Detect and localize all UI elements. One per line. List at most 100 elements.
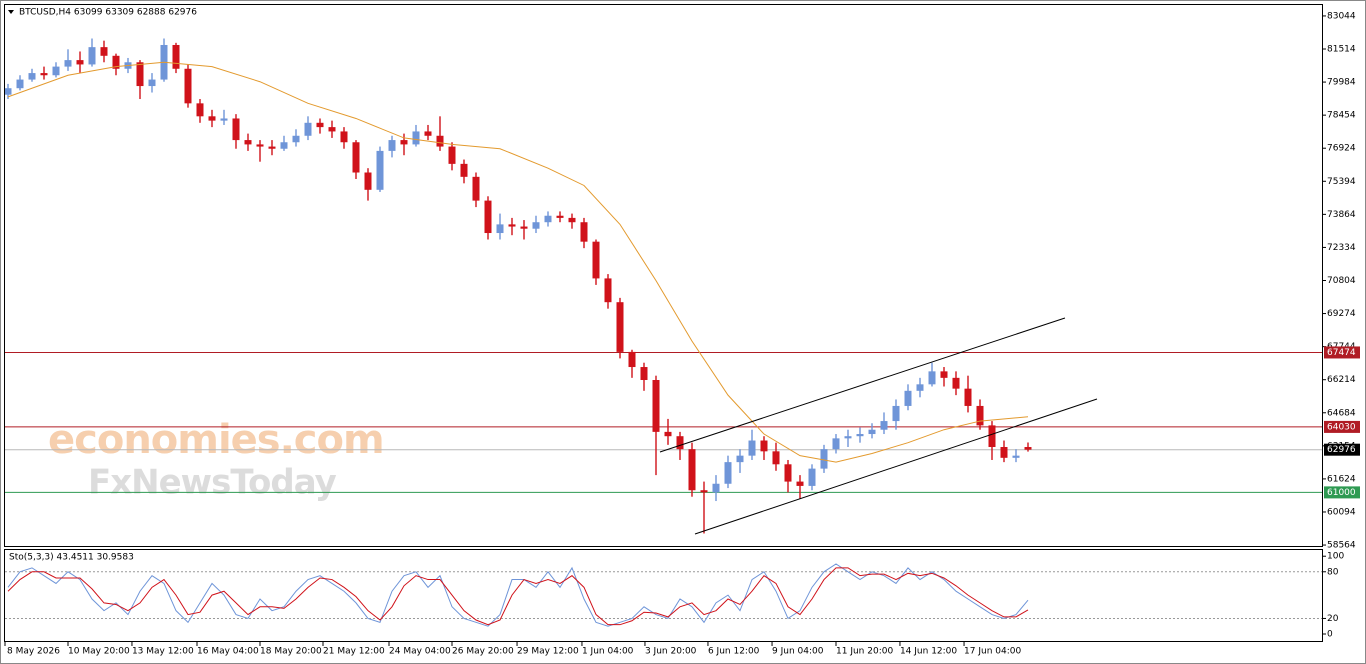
candle-body	[892, 405, 900, 422]
y-tick-label: 58564	[1327, 541, 1356, 551]
candle-body	[928, 371, 936, 385]
candle-body	[844, 436, 852, 439]
candle-body	[736, 455, 744, 463]
axes: 5856460094616246315464684662146774469274…	[4, 11, 1360, 657]
level-label-bg	[1324, 420, 1360, 433]
candle-body	[352, 142, 360, 173]
x-tick-label: 1 Jun 04:00	[582, 647, 634, 657]
candle-body	[760, 440, 768, 452]
candle-body	[328, 127, 336, 132]
candle-body	[388, 140, 396, 151]
y-tick-label: 60094	[1327, 507, 1356, 517]
candle-body	[88, 47, 96, 65]
y-tick-label: 72334	[1327, 243, 1356, 253]
level-label-bg	[1324, 346, 1360, 359]
level-label: 62976	[1327, 445, 1356, 455]
candle-body	[436, 135, 444, 147]
candle-body	[988, 425, 996, 448]
x-tick-label: 16 May 04:00	[197, 647, 259, 657]
x-tick-label: 14 Jun 12:00	[900, 647, 957, 657]
candle-body	[616, 302, 624, 352]
candle-body	[256, 144, 264, 147]
candle-body	[376, 150, 384, 190]
x-tick-label: 26 May 20:00	[452, 647, 514, 657]
candle-body	[904, 390, 912, 406]
y-tick-label: 79984	[1327, 78, 1356, 88]
y-tick-label: 78454	[1327, 111, 1356, 121]
x-tick-label: 9 Jun 04:00	[772, 647, 824, 657]
candle-body	[820, 449, 828, 469]
candle-body	[940, 371, 948, 378]
candle-body	[772, 451, 780, 465]
candle-body	[148, 79, 156, 87]
candle-body	[232, 118, 240, 141]
candle-body	[220, 118, 228, 121]
moving-average	[7, 61, 1029, 463]
y-tick-label: 80	[1327, 567, 1339, 577]
candle-body	[976, 405, 984, 426]
candle-body	[712, 483, 720, 493]
candle-body	[808, 468, 816, 486]
candle-body	[244, 140, 252, 145]
y-tick-label: 69274	[1327, 309, 1356, 319]
y-tick-label: 64684	[1327, 408, 1356, 418]
y-tick-label: 100	[1327, 552, 1344, 562]
candle-body	[136, 62, 144, 87]
candle-body	[460, 163, 468, 177]
candle-body	[952, 377, 960, 389]
candle-body	[724, 462, 732, 484]
candle-body	[424, 131, 432, 136]
oscillator-line	[7, 567, 1029, 626]
candle-body	[280, 142, 288, 149]
candle-body	[544, 215, 552, 223]
y-tick-label: 61624	[1327, 474, 1356, 484]
candle-body	[100, 47, 108, 56]
candle-body	[748, 440, 756, 456]
candle-body	[52, 66, 60, 76]
x-tick-label: 17 Jun 04:00	[964, 647, 1021, 657]
x-tick-label: 3 Jun 20:00	[645, 647, 697, 657]
y-tick-label: 76924	[1327, 144, 1356, 154]
candle-body	[676, 436, 684, 450]
x-tick-label: 6 Jun 12:00	[708, 647, 760, 657]
y-tick-label: 66214	[1327, 375, 1356, 385]
candle-body	[580, 222, 588, 242]
y-tick-label: 73864	[1327, 210, 1356, 220]
candle-body	[448, 146, 456, 164]
candle-body	[496, 224, 504, 234]
candle-body	[472, 176, 480, 201]
candle-body	[916, 384, 924, 391]
candle-body	[520, 226, 528, 229]
x-tick-label: 13 May 12:00	[132, 647, 194, 657]
x-tick-label: 10 May 20:00	[68, 647, 130, 657]
level-label-bg	[1324, 443, 1360, 456]
candle-body	[268, 146, 276, 149]
candle-body	[208, 116, 216, 121]
candle-body	[184, 68, 192, 104]
indicator-plot	[5, 563, 1322, 627]
candle-body	[292, 135, 300, 143]
level-label: 67474	[1327, 348, 1356, 358]
candle-body	[652, 380, 660, 432]
candle-body	[1000, 447, 1008, 458]
menu-arrow[interactable]	[8, 10, 14, 14]
candle-body	[76, 60, 84, 65]
candle-body	[700, 490, 708, 493]
candle-body	[400, 140, 408, 145]
x-tick-label: 21 May 12:00	[323, 647, 385, 657]
watermark: economies.com	[48, 417, 384, 463]
candle-body	[340, 131, 348, 143]
candle-body	[880, 421, 888, 430]
indicator-pane	[4, 549, 1323, 642]
candle-body	[688, 449, 696, 491]
level-label: 64030	[1327, 422, 1356, 432]
chart-title: BTCUSD,H4 63099 63309 62888 62976	[19, 8, 197, 18]
candle-body	[640, 367, 648, 381]
candle-body	[508, 224, 516, 227]
candle-body	[832, 438, 840, 450]
candle-body	[784, 464, 792, 482]
watermark: FxNewsToday	[88, 463, 337, 503]
